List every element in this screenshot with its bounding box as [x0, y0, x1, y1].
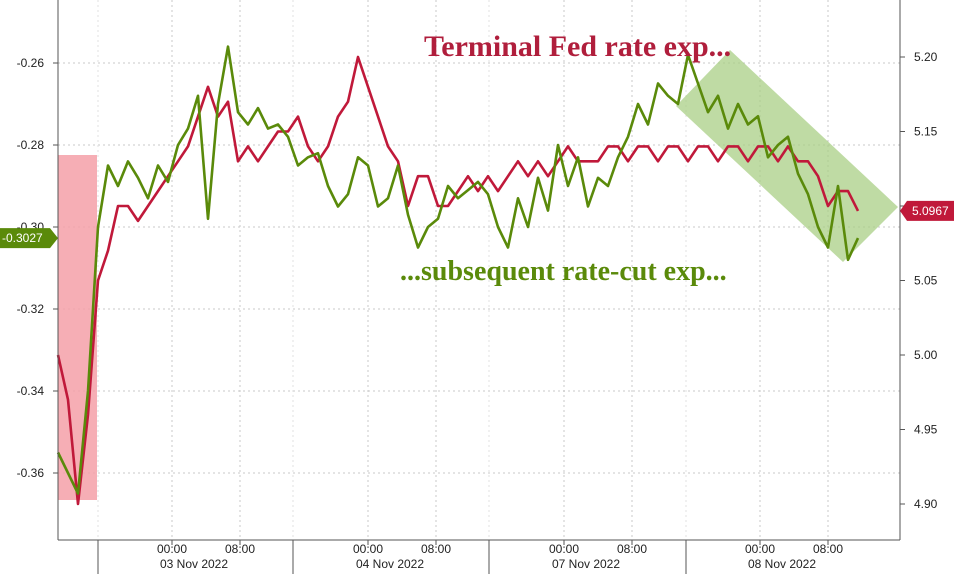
right-tick-label: 5.15 — [914, 125, 938, 139]
axis-labels: -0.26-0.28-0.30-0.32-0.34-0.365.205.155.… — [17, 50, 938, 574]
highlight-green-band — [676, 50, 898, 262]
left-tick-label: -0.32 — [17, 302, 45, 316]
left-badge-shape — [0, 228, 58, 249]
last-value-badges: -0.3027 5.0967 — [0, 200, 954, 249]
series — [56, 45, 860, 506]
x-date-label: 07 Nov 2022 — [552, 557, 620, 571]
x-date-label: 04 Nov 2022 — [356, 557, 424, 571]
left-tick-label: -0.36 — [17, 466, 45, 480]
right-last-value-badge: 5.0967 — [900, 200, 954, 221]
highlight-red-box — [58, 155, 97, 500]
left-last-value-badge: -0.3027 — [0, 228, 58, 249]
right-badge-text: 5.0967 — [912, 204, 949, 218]
x-time-label: 00:00 — [549, 542, 579, 556]
annotation-terminal-fed: Terminal Fed rate exp... — [424, 30, 731, 63]
left-tick-label: -0.34 — [17, 384, 45, 398]
grid — [57, 0, 900, 540]
x-time-label: 08:00 — [225, 542, 255, 556]
x-time-label: 00:00 — [157, 542, 187, 556]
left-tick-label: -0.26 — [17, 56, 45, 70]
right-tick-label: 5.00 — [914, 348, 938, 362]
x-time-label: 00:00 — [353, 542, 383, 556]
x-date-label: 03 Nov 2022 — [160, 557, 228, 571]
left-badge-text: -0.3027 — [2, 231, 43, 245]
left-tick-label: -0.28 — [17, 138, 45, 152]
right-tick-label: 5.05 — [914, 274, 938, 288]
highlights — [58, 50, 898, 500]
right-tick-label: 5.20 — [914, 50, 938, 64]
x-time-label: 08:00 — [617, 542, 647, 556]
x-time-label: 08:00 — [813, 542, 843, 556]
x-time-label: 08:00 — [421, 542, 451, 556]
x-date-label: 08 Nov 2022 — [748, 557, 816, 571]
annotation-rate-cut: ...subsequent rate-cut exp... — [400, 256, 727, 287]
x-time-label: 00:00 — [745, 542, 775, 556]
right-badge-shape — [900, 200, 954, 221]
right-tick-label: 4.90 — [914, 497, 938, 511]
right-tick-label: 4.95 — [914, 423, 938, 437]
annotations: Terminal Fed rate exp... ...subsequent r… — [400, 30, 731, 287]
